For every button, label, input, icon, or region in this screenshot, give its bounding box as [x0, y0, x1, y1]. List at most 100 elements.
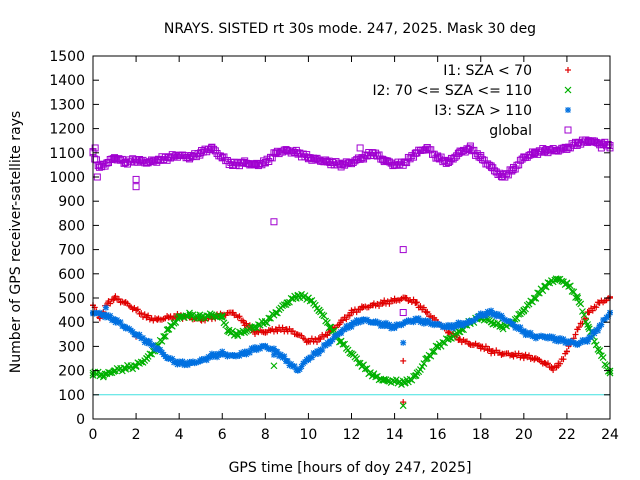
series-2-point: [456, 321, 463, 328]
series-3-point: [143, 158, 151, 166]
series-1-point: [430, 348, 438, 355]
x-tick-label: 4: [175, 427, 184, 443]
y-tick-label: 800: [58, 218, 85, 234]
series-1-point: [100, 372, 108, 379]
legend-marker: [564, 126, 572, 134]
series-0-point: [596, 299, 603, 306]
series-1-point: [531, 294, 539, 302]
y-tick-label: 1100: [49, 146, 85, 162]
series-0: [90, 293, 613, 406]
series-0-point: [143, 314, 150, 321]
series-3-point: [552, 146, 560, 154]
series-1-point: [427, 352, 435, 360]
series-1-point: [326, 323, 334, 331]
series-1-point-b: [143, 355, 151, 362]
series-0-point: [417, 303, 424, 310]
series-3-point: [444, 158, 452, 166]
series-2-outlier: [270, 351, 277, 358]
series-0-point: [593, 304, 600, 311]
series-1-point: [251, 323, 258, 331]
series-0-point: [420, 304, 427, 311]
series-1-point: [563, 280, 571, 287]
series-0-point: [343, 316, 350, 323]
series-2-point-b: [230, 353, 236, 359]
series-2-point: [262, 343, 269, 350]
y-tick-label: 900: [58, 194, 85, 210]
series-1-point: [455, 328, 463, 336]
series-1-point-b: [348, 350, 355, 358]
y-tick-label: 1200: [49, 122, 85, 138]
series-3-point: [218, 154, 226, 162]
series-2-point-b: [391, 324, 398, 330]
series-2-point-b: [294, 367, 301, 374]
series-1-point-b: [579, 308, 586, 315]
series-2-point-b: [531, 333, 538, 340]
y-tick-label: 600: [58, 267, 85, 283]
series-2-point: [553, 336, 560, 343]
series-1-point-b: [573, 292, 581, 300]
series-2-point: [122, 324, 129, 331]
legend-marker-b: [565, 107, 571, 113]
series-2-point: [531, 333, 538, 340]
series-2-point: [186, 360, 193, 367]
series-1-point-b: [595, 347, 603, 355]
series-1-point-b: [558, 277, 566, 285]
series-2-point-b: [445, 324, 452, 330]
series-0-point: [165, 314, 172, 321]
series-0-point: [380, 299, 387, 306]
series-1-point-b: [304, 294, 312, 302]
series-1-point-b: [599, 354, 607, 361]
series-0-point: [574, 326, 581, 333]
series-3-outlier: [597, 144, 605, 152]
series-1-point-b: [164, 326, 172, 333]
series-1-point: [346, 349, 354, 357]
series-2-point-b: [521, 329, 527, 335]
series-0-point: [376, 303, 383, 310]
series-2: [90, 304, 613, 374]
series-0-point: [236, 313, 243, 320]
series-1-point-b: [261, 318, 269, 326]
series-1-point: [412, 372, 420, 379]
series-2-point-b: [527, 329, 534, 336]
series-3-point: [261, 158, 269, 166]
series-1-point-b: [218, 313, 226, 321]
series-1-point-b: [563, 280, 571, 287]
series-3-point: [294, 149, 302, 157]
x-tick-label: 16: [429, 427, 447, 443]
series-2-point-b: [97, 309, 103, 316]
y-tick-label: 1300: [49, 97, 85, 113]
series-1-point: [579, 308, 586, 315]
y-tick-label: 300: [58, 339, 85, 355]
series-1-point-b: [574, 294, 582, 302]
series-1-point: [197, 313, 205, 321]
series-3-point: [488, 163, 496, 171]
series-2-point-b: [517, 324, 524, 331]
series-0-point: [240, 319, 247, 326]
series-1-point: [552, 275, 560, 283]
series-3-point: [563, 144, 571, 152]
series-1-point-b: [196, 311, 204, 319]
series-1-point: [532, 294, 540, 302]
series-1-point-b: [423, 355, 431, 362]
series-3-point: [412, 149, 420, 157]
series-0-point: [273, 326, 280, 333]
series-3-outlier: [91, 144, 99, 152]
y-tick-label: 500: [58, 291, 85, 307]
series-1-point-b: [380, 376, 388, 384]
series-1-point-b: [186, 311, 194, 319]
series-2-point: [294, 367, 301, 374]
series-0-point: [283, 326, 290, 333]
y-axis-label: Number of GPS receiver-satellite rays: [8, 111, 24, 373]
series-1-point-b: [337, 338, 345, 345]
series-0-point: [499, 350, 506, 357]
series-2-point-b: [129, 329, 136, 335]
series-2-point-b: [434, 321, 441, 328]
series-1-point: [585, 323, 592, 331]
series-2-point-b: [499, 314, 506, 321]
series-2-point-b: [477, 312, 484, 318]
series-2-point: [434, 321, 441, 328]
series-2-point-b: [140, 335, 146, 341]
series-2-point: [165, 355, 172, 362]
series-0-point: [413, 299, 420, 306]
series-0-point: [230, 309, 237, 316]
